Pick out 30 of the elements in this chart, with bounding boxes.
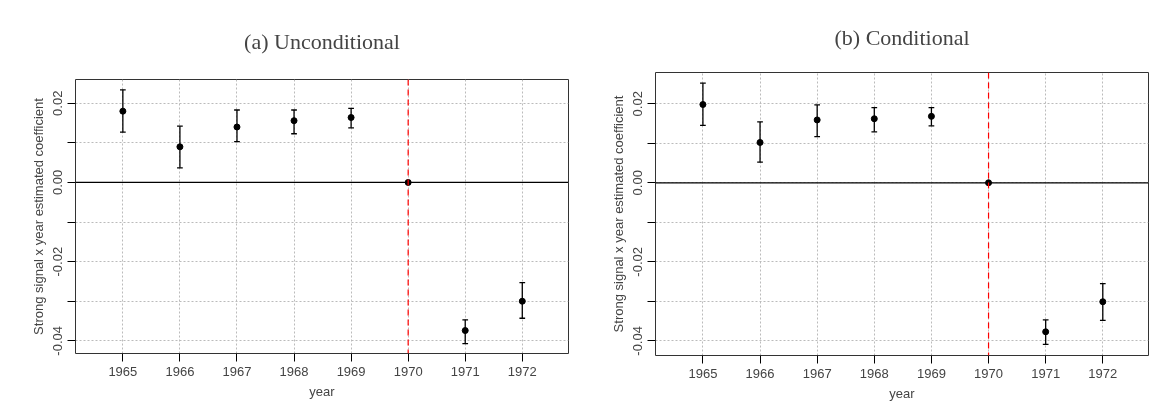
y-tick-label: 0.02	[630, 91, 646, 117]
x-tick-label: 1970	[393, 363, 423, 379]
y-tick-label: -0.02	[630, 247, 646, 277]
x-tick-label: 1968	[859, 365, 889, 381]
x-axis-title: year	[309, 383, 336, 399]
y-tick-label: -0.02	[50, 246, 66, 277]
x-tick-label: 1967	[802, 365, 832, 381]
chart-title: (a) Unconditional	[244, 28, 400, 54]
x-tick-label: 1972	[1088, 365, 1118, 381]
x-tick-label: 1967	[222, 363, 252, 379]
x-tick-label: 1968	[279, 363, 309, 379]
x-tick-label: 1969	[336, 363, 366, 379]
chart-title: (b) Conditional	[834, 25, 970, 50]
x-tick-label: 1972	[507, 363, 537, 379]
x-tick-label: 1966	[165, 363, 195, 379]
y-axis-title: Strong signal x year estimated coefficient	[30, 97, 46, 335]
y-tick-label: 0.00	[50, 169, 66, 196]
x-tick-label: 1969	[916, 365, 946, 381]
x-tick-label: 1971	[450, 363, 480, 379]
x-tick-label: 1971	[1031, 365, 1061, 381]
x-tick-label: 1970	[974, 365, 1004, 381]
x-tick-label: 1966	[745, 365, 775, 381]
x-tick-label: 1965	[688, 365, 718, 381]
y-tick-label: 0.00	[630, 170, 646, 196]
y-axis-title: Strong signal x year estimated coefficient	[610, 95, 626, 333]
x-tick-label: 1965	[108, 363, 138, 379]
y-tick-label: -0.04	[50, 326, 66, 356]
y-tick-label: -0.04	[630, 326, 646, 356]
y-tick-label: 0.02	[50, 90, 66, 116]
x-axis-title: year	[889, 385, 916, 401]
